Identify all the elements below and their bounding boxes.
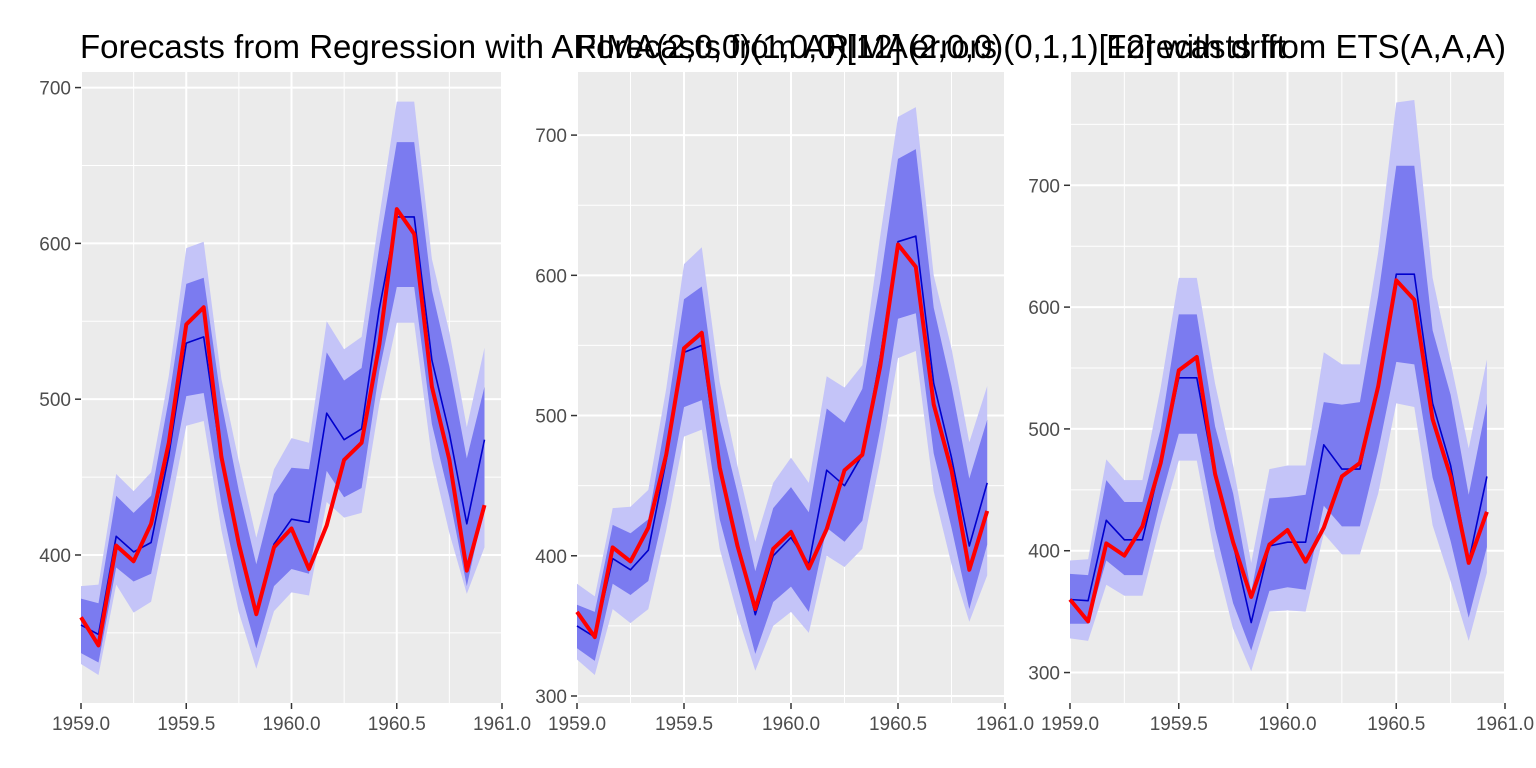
- x-tick-label: 1959.0: [548, 714, 606, 735]
- prediction-interval-95: [1070, 100, 1487, 672]
- y-tick-label: 300: [1028, 664, 1060, 685]
- x-tick-label: 1960.0: [1258, 714, 1316, 735]
- y-tick-label: 600: [535, 266, 567, 287]
- y-tick-label: 700: [1028, 176, 1060, 197]
- y-tick-label: 400: [535, 547, 567, 568]
- actual-line: [575, 242, 990, 640]
- y-tick-label: 500: [535, 407, 567, 428]
- x-tick-label: 1960.5: [1367, 714, 1425, 735]
- forecast-line: [80, 216, 486, 636]
- x-tick-label: 1961.0: [976, 714, 1034, 735]
- prediction-interval-80: [81, 142, 485, 663]
- x-tick-label: 1959.5: [1150, 714, 1208, 735]
- prediction-interval-95: [577, 107, 988, 676]
- y-tick-label: 300: [535, 687, 567, 708]
- x-tick-label: 1961.0: [1476, 714, 1534, 735]
- prediction-interval-80: [1070, 165, 1487, 651]
- y-tick-label: 700: [39, 79, 71, 100]
- y-tick-label: 500: [39, 390, 71, 411]
- prediction-interval-80: [577, 149, 988, 661]
- x-tick-label: 1960.5: [869, 714, 927, 735]
- arima-drift-panel: 1959.0 1959.5 1960.0 1960.5 1961.0 300 400 500 6…: [535, 72, 1034, 735]
- actual-line: [79, 207, 487, 648]
- y-tick-label: 400: [39, 546, 71, 567]
- panel-title-ets: Forecasts from ETS(A,A,A): [1106, 28, 1506, 65]
- x-tick-label: 1961.0: [473, 714, 531, 735]
- x-tick-label: 1960.0: [262, 714, 320, 735]
- ets-panel: 1959.0 1959.5 1960.0 1960.5 1961.0 300 400 500 6…: [1028, 72, 1534, 735]
- x-tick-label: 1959.0: [1041, 714, 1099, 735]
- y-tick-label: 600: [39, 234, 71, 255]
- regression-arima-panel: 1959.0 1959.5 1960.0 1960.5 1961.0 400 500 600 7…: [39, 72, 531, 735]
- forecast-line: [576, 235, 988, 638]
- y-tick-label: 600: [1028, 298, 1060, 319]
- x-tick-label: 1959.0: [52, 714, 110, 735]
- y-tick-label: 700: [535, 126, 567, 147]
- y-tick-label: 400: [1028, 542, 1060, 563]
- x-tick-label: 1960.5: [368, 714, 426, 735]
- actual-line: [1068, 278, 1489, 624]
- panel-title-arima-drift: Forecasts from ARIMA(2,0,0)(0,1,1)[12] w…: [576, 28, 1286, 65]
- x-tick-label: 1959.5: [157, 714, 215, 735]
- x-tick-label: 1959.5: [655, 714, 713, 735]
- forecast-line: [1069, 273, 1488, 624]
- panel-title-regression-arima: Forecasts from Regression with ARIMA(2,0…: [80, 28, 997, 65]
- x-tick-label: 1960.0: [762, 714, 820, 735]
- y-tick-label: 500: [1028, 420, 1060, 441]
